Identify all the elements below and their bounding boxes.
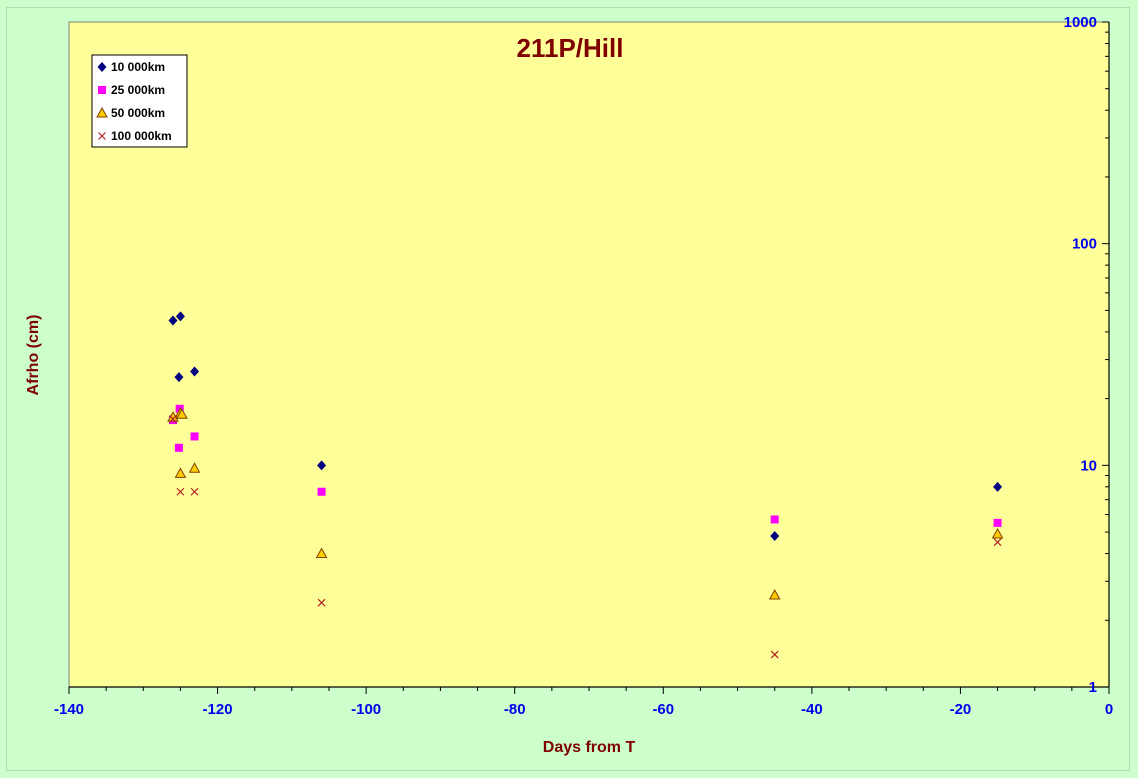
legend-box [91, 54, 188, 148]
x-axis-label: Days from T [543, 739, 636, 756]
data-point-diamond [993, 481, 1003, 492]
data-point-square [174, 443, 183, 452]
data-point-square [770, 515, 779, 524]
y-tick-label: 1 [1089, 679, 1097, 696]
data-point-x [317, 598, 326, 607]
legend-label: 100 000km [111, 129, 172, 143]
data-point-square [190, 432, 199, 441]
data-point-triangle [174, 467, 187, 478]
legend-marker-triangle [96, 106, 108, 118]
y-axis-label: Afrho (cm) [25, 315, 42, 396]
y-tick-label: 100 [1072, 236, 1097, 253]
legend: 10 000km 25 000km 50 000km 100 000km [91, 54, 188, 148]
data-point-x [770, 650, 779, 659]
legend-marker-diamond [97, 62, 107, 72]
plot-area [68, 21, 1110, 688]
x-tick-label: -140 [54, 701, 84, 718]
data-point-diamond [317, 460, 327, 471]
data-point-triangle [188, 462, 201, 473]
data-points [167, 311, 1004, 659]
y-tick-label: 10 [1080, 457, 1097, 474]
legend-label: 25 000km [111, 83, 165, 97]
data-point-square [993, 518, 1002, 527]
x-tick-label: -100 [351, 701, 381, 718]
data-point-diamond [770, 530, 780, 541]
data-point-x [169, 414, 177, 423]
x-tick-label: -120 [203, 701, 233, 718]
data-point-x [190, 487, 199, 496]
series-diamond [168, 311, 1003, 541]
x-tick-label: -20 [950, 701, 972, 718]
x-tick-label: -40 [801, 701, 823, 718]
data-point-diamond [175, 311, 185, 322]
data-point-triangle [991, 527, 1004, 539]
data-point-x [176, 487, 185, 496]
data-point-diamond [190, 366, 200, 377]
x-tick-label: -60 [652, 701, 674, 718]
chart-title: 211P/Hill [517, 33, 624, 63]
x-tick-label: 0 [1105, 701, 1113, 718]
data-point-diamond [174, 372, 184, 383]
data-point-triangle [768, 588, 781, 600]
y-tick-label: 1000 [1064, 14, 1097, 31]
data-point-diamond [168, 315, 178, 326]
legend-label: 10 000km [111, 60, 165, 74]
data-point-triangle [315, 547, 328, 559]
legend-label: 50 000km [111, 106, 165, 120]
data-point-triangle [176, 408, 188, 419]
legend-marker-x [98, 132, 106, 140]
tick-labels: -140 -120 -100 -80 -60 -40 -20 01 10 100 1000 [54, 14, 1113, 718]
x-tick-label: -80 [504, 701, 526, 718]
data-point-x [993, 538, 1002, 547]
data-point-square [317, 487, 326, 496]
legend-marker-square [98, 86, 106, 94]
series-x [169, 414, 1002, 659]
series-triangle [167, 407, 1004, 600]
axis-ticks [68, 21, 1110, 694]
